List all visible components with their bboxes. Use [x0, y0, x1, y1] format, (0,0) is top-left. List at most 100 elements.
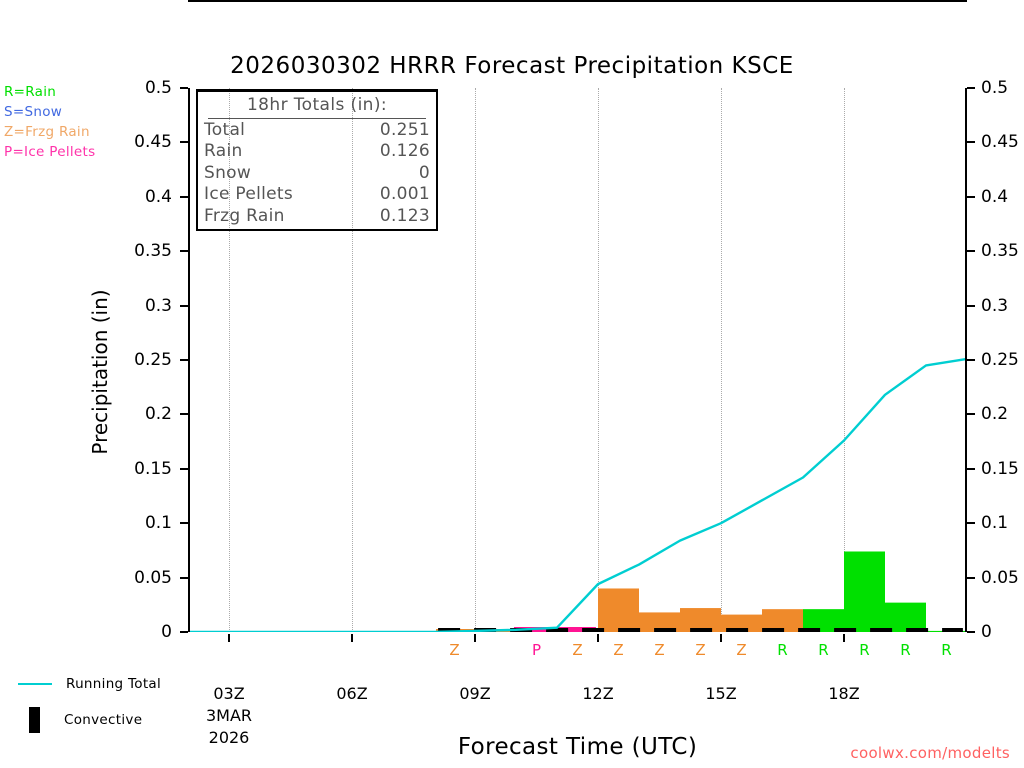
line-swatch-icon [18, 683, 52, 685]
y-tick-label-right: 0.05 [981, 567, 1019, 588]
totals-row-value: 0 [418, 162, 430, 183]
y-tick-mark-left [180, 631, 188, 633]
precip-type-legend-item-1: S=Snow [4, 104, 63, 120]
y-tick-mark-right [967, 631, 975, 633]
y-tick-label-left: 0.4 [144, 186, 172, 207]
y-tick-mark-right [967, 250, 975, 253]
precip-type-letter: P [531, 641, 542, 659]
totals-row-value: 0.126 [379, 141, 430, 161]
x-tick-mark [597, 634, 599, 642]
y-tick-mark-right [967, 141, 975, 144]
y-tick-label-left: 0.5 [144, 78, 172, 98]
x-tick-label: 18Z [828, 684, 860, 703]
y-tick-label-left: 0.1 [144, 513, 172, 534]
plot-frame [188, 88, 967, 632]
x-tick-mark [843, 634, 845, 642]
gridline-15Z [721, 88, 723, 632]
y-tick-label-right: 0.2 [981, 404, 1009, 425]
x-tick-mark [351, 634, 353, 642]
precip-bar [639, 612, 680, 632]
precip-type-letter: Z [654, 641, 665, 659]
bars-layer [436, 551, 967, 632]
totals-row-value: 0.001 [379, 184, 430, 204]
y-tick-label-left: 0.05 [134, 567, 172, 588]
precip-type-letter: Z [449, 641, 460, 659]
y-tick-label-right: 0.35 [981, 241, 1019, 262]
y-tick-label-right: 0.25 [981, 350, 1019, 370]
totals-row-rain: Rain 0.126 [202, 141, 432, 163]
y-tick-label-left: 0 [161, 622, 172, 642]
running-total-polyline [188, 357, 967, 632]
y-tick-mark-right [967, 576, 975, 579]
x-tick-sublabel: 2026 [208, 728, 250, 747]
precip-type-letter: R [900, 641, 911, 659]
totals-row-frzg-rain: Frzg Rain 0.123 [202, 206, 432, 228]
plot-area [188, 88, 967, 632]
totals-row-total: Total 0.251 [202, 120, 432, 142]
y-tick-mark-left [180, 87, 188, 89]
y-axis-title: Precipitation (in) [88, 289, 112, 455]
y-tick-mark-right [967, 87, 975, 89]
totals-row-label: Ice Pellets [204, 184, 294, 204]
gridline-06Z [352, 88, 354, 632]
gridline-09Z [475, 88, 477, 632]
y-tick-mark-left [180, 141, 188, 144]
precip-bar [762, 609, 803, 632]
x-tick-mark [228, 634, 230, 642]
y-tick-mark-right [967, 359, 975, 361]
series-legend-label: Convective [64, 712, 143, 728]
totals-row-label: Frzg Rain [204, 205, 285, 226]
totals-box: 18hr Totals (in): Total 0.251 Rain 0.126 Sno… [196, 89, 438, 231]
gridline-12Z [598, 88, 600, 632]
series-legend-item-1: Convective [10, 702, 161, 738]
totals-row-label: Total [204, 119, 246, 140]
precip-bar [721, 614, 762, 632]
x-tick-label: 15Z [705, 684, 737, 703]
y-tick-mark-left [180, 413, 188, 416]
y-tick-label-left: 0.2 [144, 404, 172, 425]
x-tick-mark [474, 634, 476, 642]
precip-type-legend: R=Rain S=Snow Z=Frzg Rain P=Ice Pellets [4, 82, 95, 162]
precip-type-letter: R [859, 641, 870, 659]
y-tick-label-left: 0.3 [144, 295, 172, 316]
precip-type-letter: R [941, 641, 952, 659]
x-axis-title: Forecast Time (UTC) [457, 734, 698, 760]
totals-row-value: 0.123 [379, 205, 430, 226]
y-tick-label-left: 0.45 [134, 132, 172, 153]
x-tick-label: 12Z [582, 684, 614, 703]
y-tick-label-right: 0.1 [981, 513, 1009, 534]
y-tick-mark-right [967, 522, 975, 525]
totals-row-value: 0.251 [379, 119, 430, 140]
y-tick-mark-right [967, 195, 975, 198]
totals-row-label: Rain [204, 141, 243, 161]
precip-type-letter: R [777, 641, 788, 659]
precip-bar [844, 551, 885, 632]
box-swatch-icon [29, 707, 40, 733]
series-legend-item-0: Running Total [10, 666, 161, 702]
x-tick-label: 06Z [336, 684, 368, 703]
x-tick-label: 09Z [459, 684, 491, 703]
y-tick-mark-left [180, 250, 188, 253]
running-total-line [188, 357, 967, 632]
precip-type-letter: R [818, 641, 829, 659]
precip-bar [598, 588, 639, 632]
x-tick-mark [720, 634, 722, 642]
y-tick-label-right: 0.45 [981, 132, 1019, 153]
y-tick-label-left: 0.25 [134, 350, 172, 370]
precip-type-legend-item-3: P=Ice Pellets [4, 144, 96, 160]
y-tick-label-right: 0.4 [981, 186, 1009, 207]
precip-bar [803, 609, 844, 632]
y-tick-label-left: 0.15 [134, 458, 172, 479]
y-tick-label-right: 0 [981, 622, 992, 642]
y-tick-mark-left [180, 522, 188, 525]
y-tick-mark-left [180, 195, 188, 198]
x-tick-label: 03Z [213, 684, 245, 703]
precip-type-letter: Z [572, 641, 583, 659]
y-tick-mark-left [180, 359, 188, 361]
y-tick-mark-right [967, 304, 975, 307]
series-legend-label: Running Total [66, 676, 162, 692]
y-tick-mark-right [967, 467, 975, 470]
x-tick-sublabel: 3MAR [205, 706, 253, 725]
totals-rows: Total 0.251 Rain 0.126 Snow 0 Ice Pellets 0.001… [202, 120, 432, 228]
